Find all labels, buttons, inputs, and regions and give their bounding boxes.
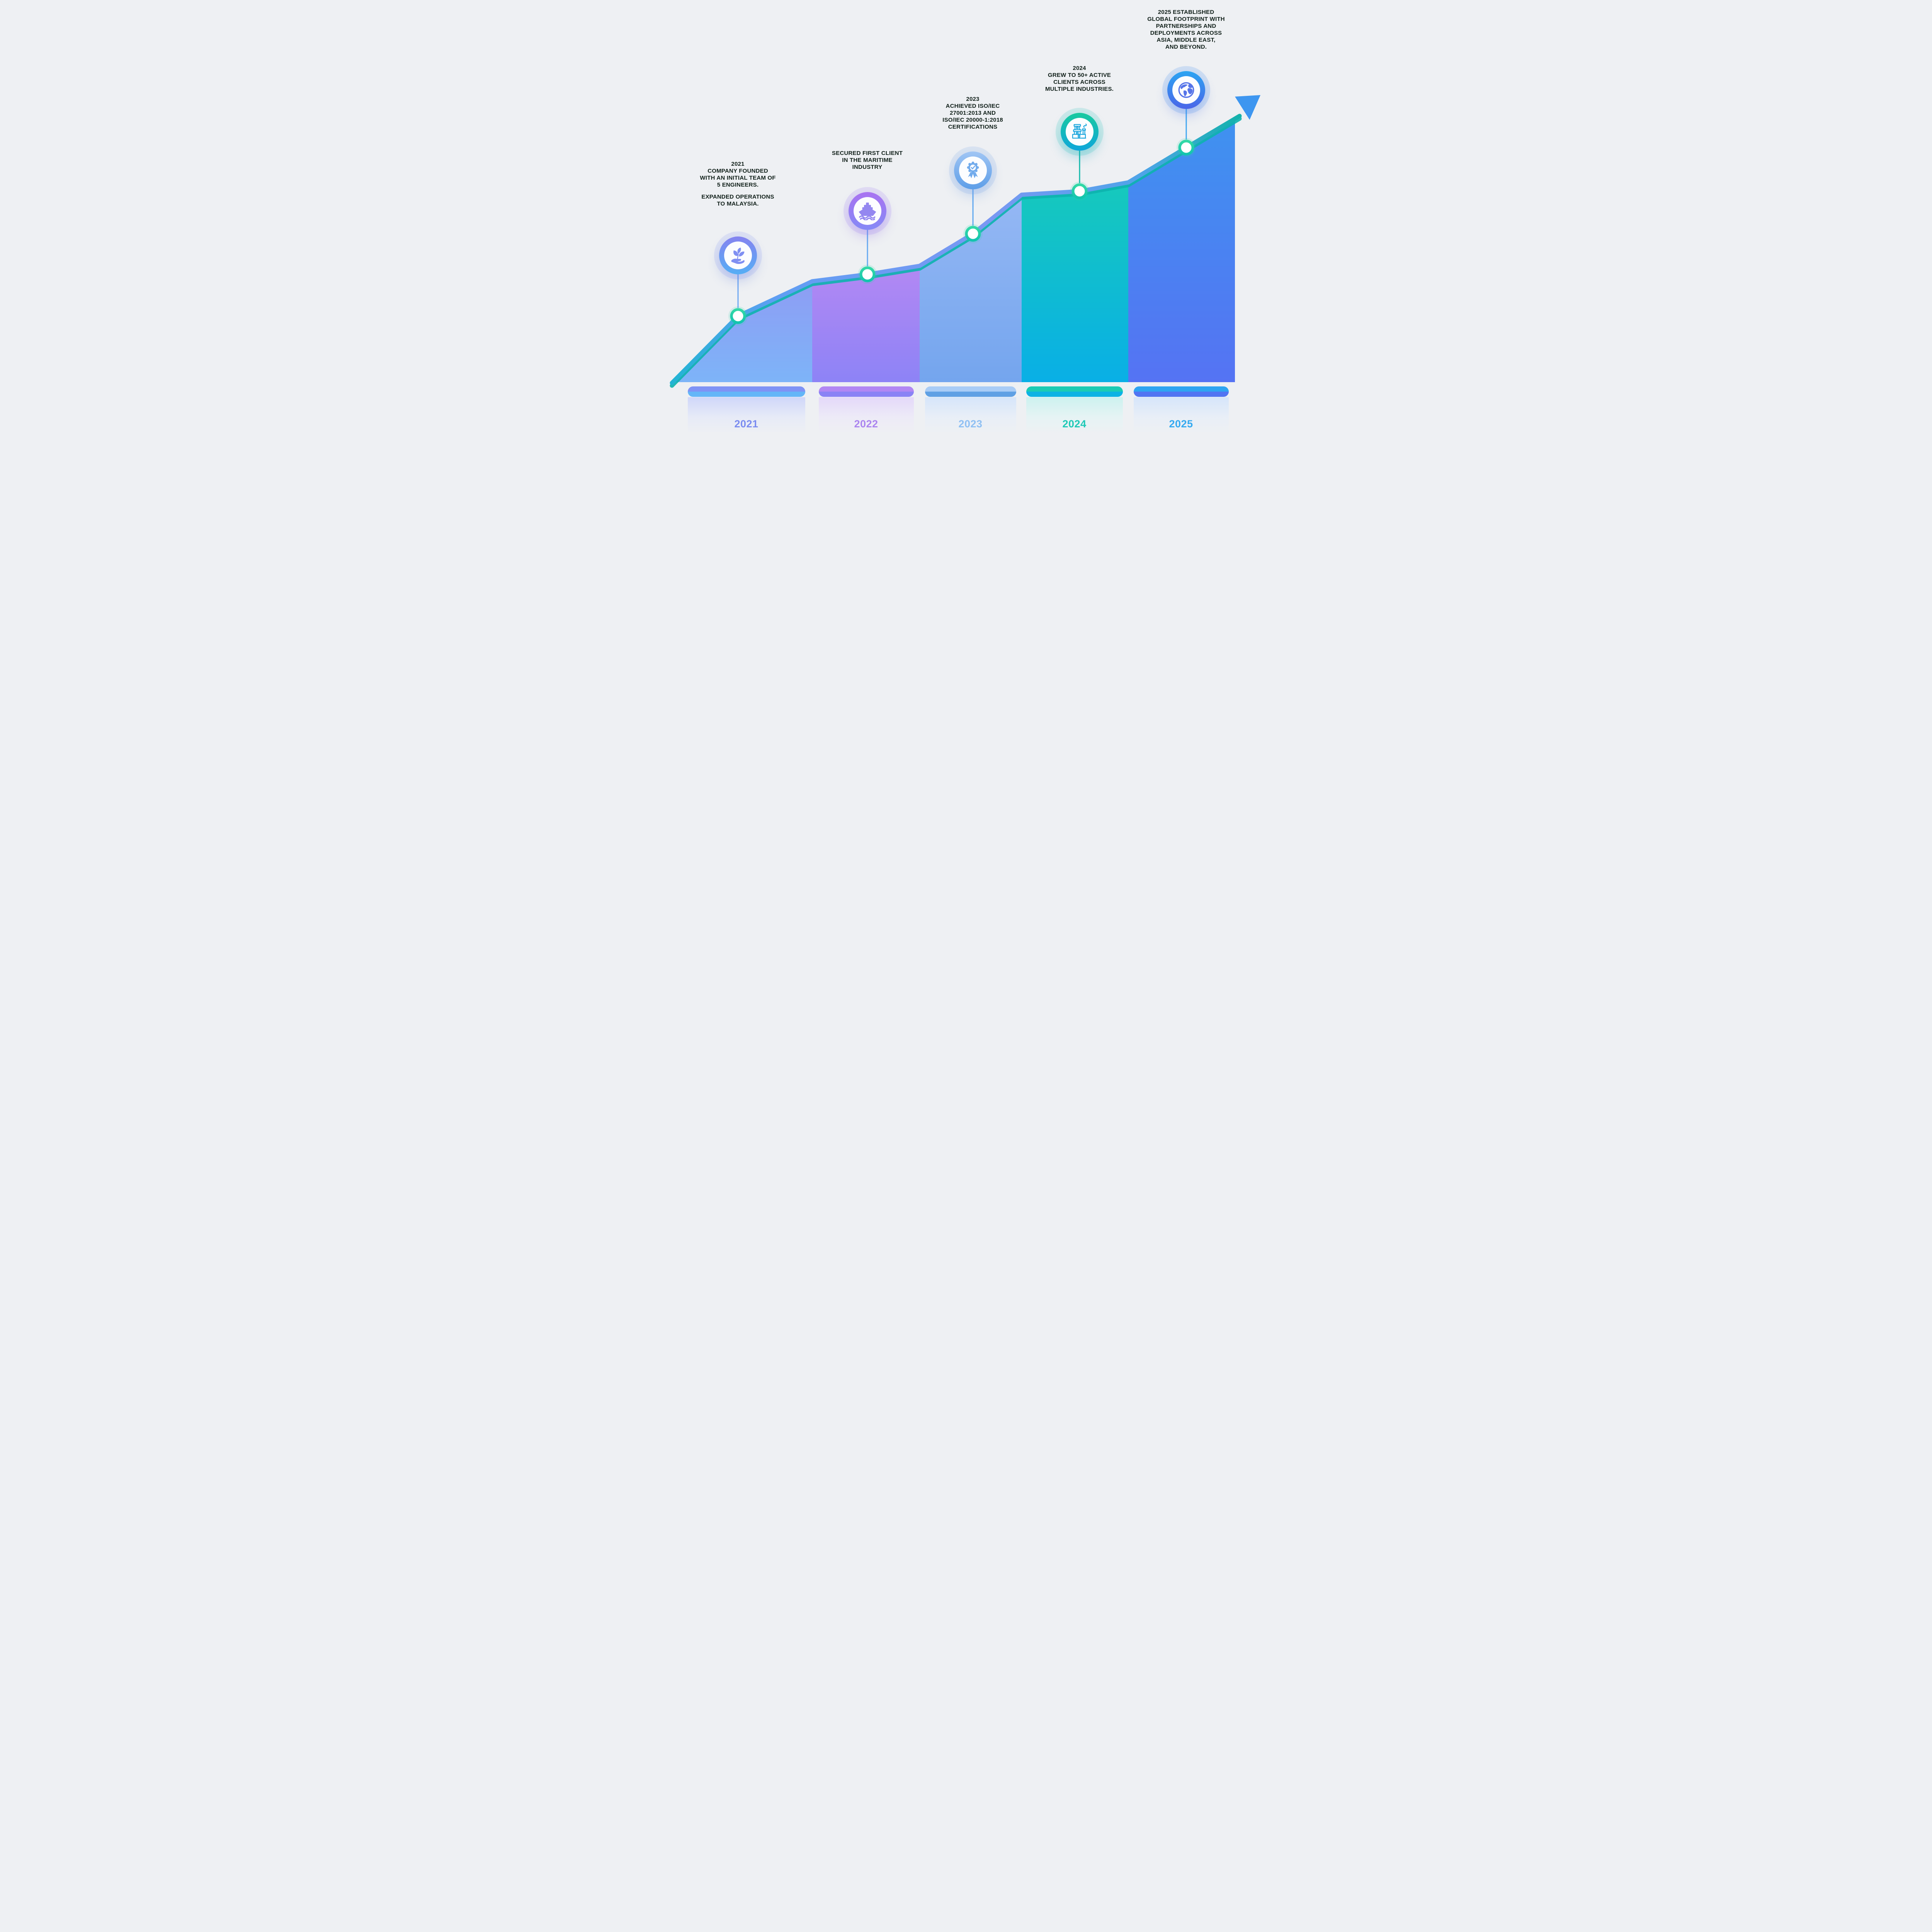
area-segment-2024 <box>1021 182 1128 382</box>
caption-2023-line: CERTIFICATIONS <box>948 124 998 130</box>
timeline-infographic: 2021 COMPANY FOUNDED WITH AN INITIAL TEA… <box>660 0 1272 451</box>
year-pill-2021 <box>687 386 805 397</box>
caption-2021-line: EXPANDED OPERATIONS <box>701 194 774 200</box>
marker-2022 <box>859 266 875 282</box>
year-pill-2024 <box>1026 386 1123 397</box>
caption-2025-line: 2025 ESTABLISHED <box>1158 9 1214 15</box>
year-label-2023: 2023 <box>958 418 983 430</box>
milestone-node-2024 <box>1060 113 1099 151</box>
caption-2023-line: ISO/IEC 20000-1:2018 <box>942 117 1003 123</box>
caption-2023-line: ACHIEVED ISO/IEC <box>946 103 1000 109</box>
icon-face <box>724 242 752 269</box>
icon-face <box>1065 118 1094 146</box>
area-segment-2025 <box>1128 119 1235 382</box>
growth-area-chart <box>670 95 1260 388</box>
year-panel-2021: 2021 <box>687 397 805 434</box>
milestone-node-2022 <box>848 192 886 230</box>
icon-face <box>1172 76 1200 104</box>
timeline-markers <box>728 138 1196 326</box>
marker-2024 <box>1071 183 1087 199</box>
caption-2024-line: CLIENTS ACROSS <box>1053 79 1105 85</box>
award-badge-icon <box>967 162 979 179</box>
year-pill-2025 <box>1133 386 1229 397</box>
year-label-2024: 2024 <box>1062 418 1087 430</box>
caption-2021: 2021 COMPANY FOUNDED WITH AN INITIAL TEA… <box>692 161 784 207</box>
year-label-2022: 2022 <box>854 418 878 430</box>
caption-2024-line: 2024 <box>1073 65 1086 71</box>
area-segment-2023 <box>919 195 1022 382</box>
caption-2022: SECURED FIRST CLIENT IN THE MARITIME IND… <box>821 150 914 171</box>
icon-face <box>853 197 881 225</box>
caption-2021-line: 5 ENGINEERS. <box>717 182 759 188</box>
caption-2024: 2024 GREW TO 50+ ACTIVE CLIENTS ACROSS M… <box>1033 65 1126 93</box>
year-panel-2022: 2022 <box>818 397 914 434</box>
ship-icon <box>859 202 876 220</box>
area-segment-2021 <box>672 281 812 383</box>
caption-2023-line: 2023 <box>966 96 980 102</box>
caption-2023-line: 27001:2013 AND <box>950 110 996 116</box>
caption-2025-line: PARTNERSHIPS AND <box>1156 23 1216 29</box>
icon-face <box>959 156 987 184</box>
caption-2021-line: WITH AN INITIAL TEAM OF <box>700 175 776 181</box>
caption-2025-line: GLOBAL FOOTPRINT WITH <box>1147 16 1225 22</box>
year-label-2025: 2025 <box>1169 418 1193 430</box>
milestone-node-2021 <box>719 236 757 274</box>
year-pill-2023 <box>925 386 1016 397</box>
caption-2025-line: ASIA, MIDDLE EAST, <box>1156 37 1216 43</box>
arrow-head-icon <box>1235 95 1260 120</box>
caption-2025-line: AND BEYOND. <box>1165 44 1207 50</box>
caption-2021-line: COMPANY FOUNDED <box>707 168 768 174</box>
year-panel-2025: 2025 <box>1133 397 1229 434</box>
marker-2021 <box>730 308 746 324</box>
caption-2023: 2023 ACHIEVED ISO/IEC 27001:2013 AND ISO… <box>927 96 1019 131</box>
marker-2025 <box>1178 139 1194 156</box>
year-label-2021: 2021 <box>734 418 759 430</box>
globe-icon <box>1178 82 1194 98</box>
seedling-hand-icon <box>731 247 745 264</box>
milestone-node-2023 <box>954 151 992 189</box>
milestone-node-2025 <box>1167 71 1205 109</box>
marker-2023 <box>965 226 981 242</box>
year-panel-2023: 2023 <box>925 397 1016 434</box>
caption-2022-line: SECURED FIRST CLIENT <box>832 150 903 156</box>
caption-2021-line: 2021 <box>731 161 745 167</box>
caption-2022-line: IN THE MARITIME <box>842 157 893 163</box>
area-segment-2022 <box>812 266 920 382</box>
year-panel-2024: 2024 <box>1026 397 1123 434</box>
caption-2021-paragraph-gap <box>692 189 784 194</box>
caption-2022-line: INDUSTRY <box>852 164 883 170</box>
caption-2024-line: GREW TO 50+ ACTIVE <box>1048 72 1111 78</box>
year-pill-2022 <box>818 386 914 397</box>
factory-icon <box>1072 124 1087 139</box>
caption-2024-line: MULTIPLE INDUSTRIES. <box>1045 86 1114 92</box>
caption-2021-line: TO MALAYSIA. <box>717 201 759 207</box>
caption-2025-line: DEPLOYMENTS ACROSS <box>1150 30 1222 36</box>
caption-2025: 2025 ESTABLISHED GLOBAL FOOTPRINT WITH P… <box>1140 9 1233 51</box>
